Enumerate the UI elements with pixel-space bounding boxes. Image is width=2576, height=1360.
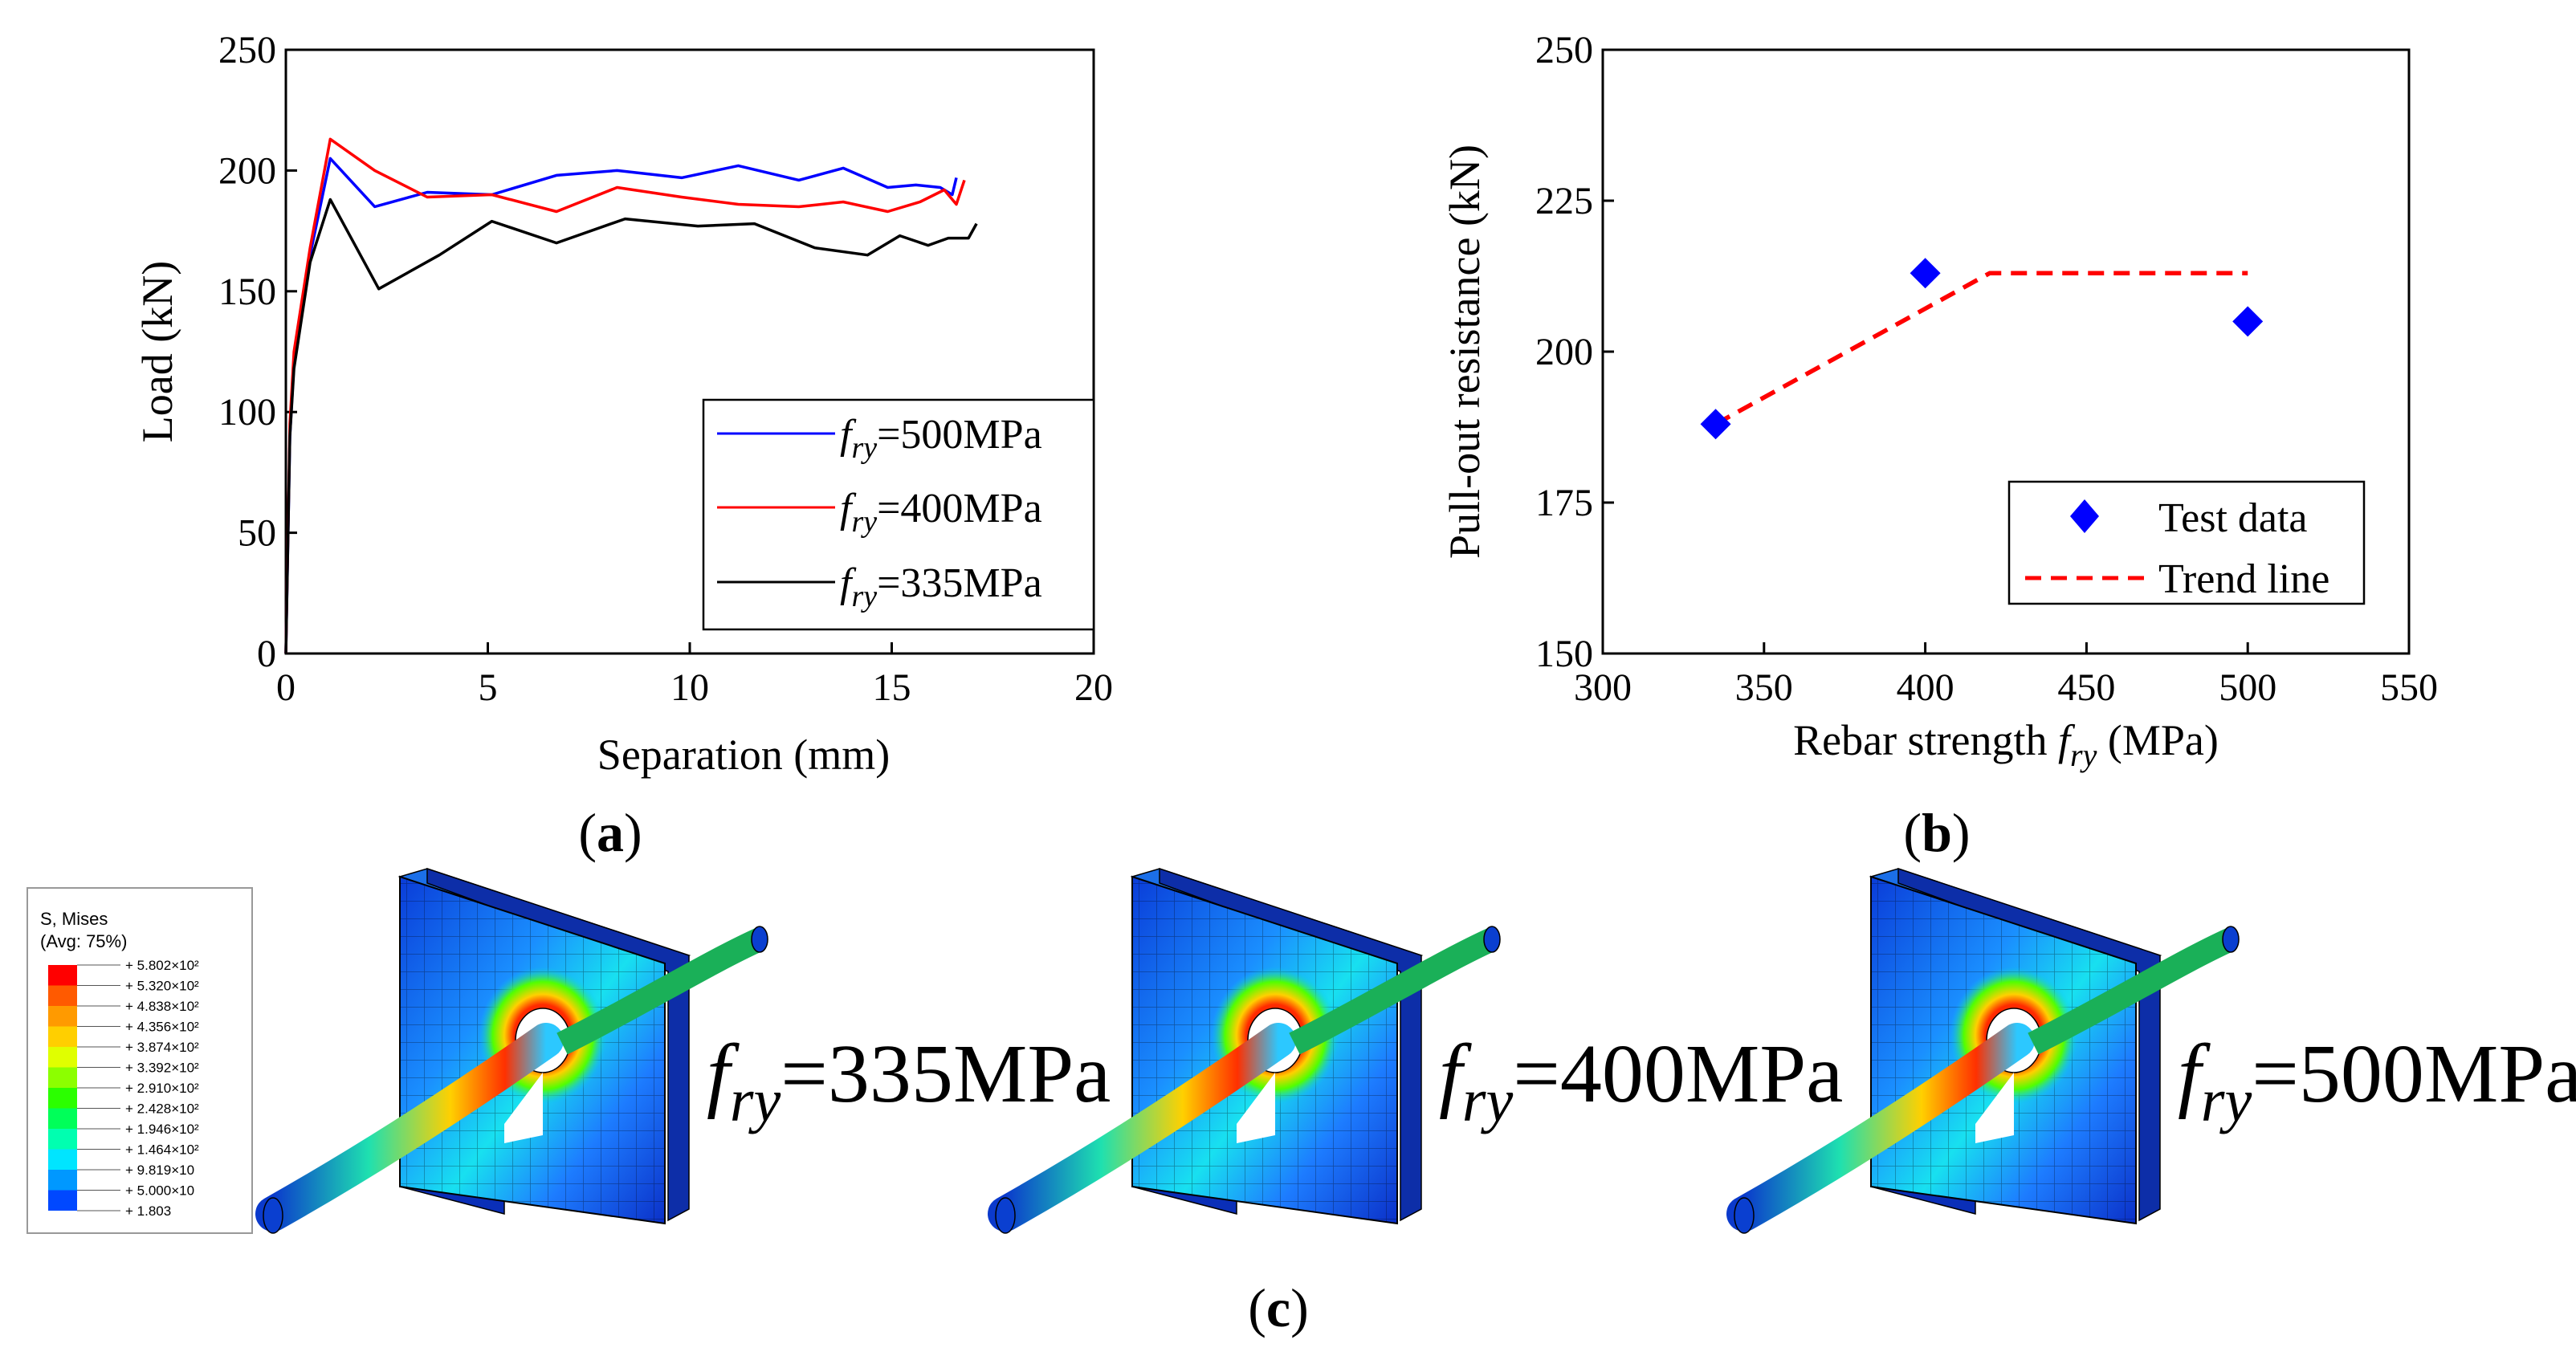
chart-b-xlabel: Rebar strength fry (MPa) (1793, 716, 2219, 773)
fe-model-graphic (255, 867, 768, 1234)
b-xtick-label: 500 (2219, 666, 2276, 709)
b-xtick-label: 300 (1574, 666, 1632, 709)
colorbar-swatch (48, 1149, 77, 1170)
fe-model-label: fry=400MPa (1439, 1028, 1843, 1134)
chart-a-series (284, 137, 978, 654)
test-data-point (1910, 258, 1941, 289)
chart-a-xlabel: Separation (mm) (597, 731, 890, 779)
chart-b-y-ticks: 150 175 200 225 250 (1535, 29, 1614, 675)
contour-colorbar: + 5.802×10² + 5.320×10² + 4.838×10² + 4.356… (48, 958, 199, 1219)
colorbar-label: + 5.320×10² (125, 979, 199, 994)
fe-model-graphic (1726, 867, 2240, 1234)
legend-label-335: fry=335MPa (840, 560, 1042, 613)
a-ytick-label: 100 (218, 391, 276, 434)
colorbar-label: + 5.802×10² (125, 958, 199, 973)
fe-model-500: fry=500MPa (1726, 867, 2576, 1234)
a-ytick-label: 50 (238, 512, 276, 555)
fe-model-335: fry=335MPa (255, 867, 1111, 1234)
colorbar-swatch (48, 1129, 77, 1150)
chart-b-legend: Test data Trend line (2007, 480, 2366, 605)
colorbar-label: + 1.803 (125, 1203, 171, 1219)
colorbar-label: + 4.356×10² (125, 1020, 199, 1035)
b-xtick-label: 400 (1897, 666, 1954, 709)
chart-a-legend-box (702, 398, 1095, 631)
b-ytick-label: 225 (1535, 180, 1593, 222)
chart-b-series (1700, 258, 2264, 440)
colorbar-label: + 1.946×10² (125, 1122, 199, 1137)
series-line-335MPa (284, 197, 978, 654)
a-xtick-label: 0 (276, 666, 296, 709)
b-xtick-label: 450 (2057, 666, 2115, 709)
colorbar-label: + 1.464×10² (125, 1142, 199, 1158)
fe-model-label: fry=500MPa (2178, 1028, 2576, 1134)
a-ytick-label: 250 (218, 29, 276, 71)
contour-legend-subtitle: (Avg: 75%) (40, 931, 127, 951)
chart-a-y-ticks: 0 50 100 150 200 250 (218, 29, 297, 675)
b-xtick-label: 350 (1735, 666, 1793, 709)
a-ytick-label: 150 (218, 271, 276, 313)
trend-line (1714, 271, 2248, 426)
chart-b-legend-box (2007, 480, 2366, 605)
colorbar-swatch (48, 985, 77, 1006)
legend-label-test-data: Test data (2158, 495, 2308, 541)
colorbar-swatch (48, 1047, 77, 1068)
a-xtick-label: 20 (1074, 666, 1113, 709)
legend-label-400: fry=400MPa (840, 486, 1042, 539)
a-ytick-label: 0 (257, 633, 276, 675)
colorbar-swatch (48, 965, 77, 986)
legend-label-trend: Trend line (2158, 556, 2329, 602)
chart-a-ylabel: Load (kN) (133, 261, 181, 442)
chart-b-x-ticks: 300 350 400 450 500 550 (1574, 642, 2438, 709)
b-ytick-label: 200 (1535, 331, 1593, 373)
fe-model-400: fry=400MPa (988, 867, 1843, 1234)
colorbar-swatch (48, 1006, 77, 1027)
contour-legend: S, Mises (Avg: 75%) + 5.802×10² + 5.320×1… (26, 887, 253, 1234)
test-data-point (1700, 409, 1731, 440)
legend-marker-test-data (2070, 499, 2099, 533)
colorbar-label: + 9.819×10 (125, 1163, 194, 1178)
a-xtick-label: 10 (670, 666, 709, 709)
series-line-400MPa (284, 137, 966, 654)
colorbar-label: + 3.392×10² (125, 1061, 199, 1076)
colorbar-label: + 3.874×10² (125, 1040, 199, 1055)
colorbar-swatch (48, 1170, 77, 1191)
chart-b: 150 175 200 225 250 300 350 400 450 500 550 Rebar… (1441, 29, 2438, 863)
legend-label-500: fry=500MPa (840, 412, 1042, 465)
b-ytick-label: 250 (1535, 29, 1593, 71)
a-xtick-label: 5 (479, 666, 498, 709)
contour-legend-title: S, Mises (40, 909, 108, 929)
a-xtick-label: 15 (873, 666, 911, 709)
colorbar-swatch (48, 1088, 77, 1109)
colorbar-label: + 5.000×10 (125, 1183, 194, 1199)
colorbar-label: + 4.838×10² (125, 999, 199, 1014)
colorbar-swatch (48, 1067, 77, 1088)
chart-b-ylabel: Pull-out resistance (kN) (1441, 145, 1489, 559)
a-ytick-label: 200 (218, 149, 276, 192)
chart-a-x-ticks: 0 5 10 15 20 (276, 642, 1113, 709)
colorbar-swatch (48, 1108, 77, 1129)
chart-a: 0 50 100 150 200 250 0 5 10 15 20 Separation (mm)… (133, 29, 1113, 863)
panel-label-a: (a) (578, 802, 642, 863)
test-data-point (2232, 306, 2264, 337)
panel-label-b: (b) (1903, 802, 1970, 863)
chart-a-legend: fry=500MPa fry=400MPa fry=335MPa (702, 398, 1095, 631)
colorbar-label: + 2.428×10² (125, 1101, 199, 1117)
colorbar-swatch (48, 1026, 77, 1047)
b-xtick-label: 550 (2380, 666, 2438, 709)
colorbar-label: + 2.910×10² (125, 1081, 199, 1096)
panel-label-c: (c) (1248, 1277, 1309, 1338)
b-ytick-label: 150 (1535, 633, 1593, 675)
fe-model-graphic (988, 867, 1501, 1234)
fe-model-label: fry=335MPa (707, 1028, 1111, 1134)
colorbar-swatch (48, 1190, 77, 1211)
b-ytick-label: 175 (1535, 482, 1593, 524)
